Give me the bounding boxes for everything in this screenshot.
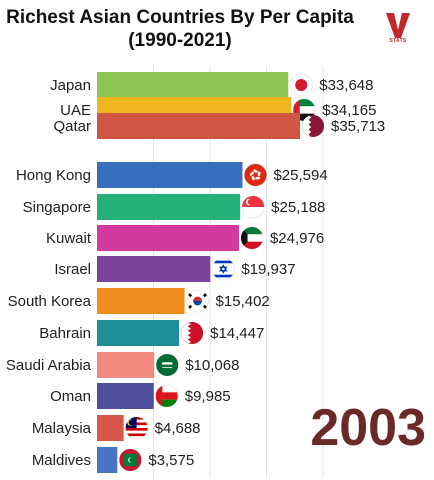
category-label: Israel xyxy=(54,261,91,278)
flag-ring xyxy=(118,448,142,472)
flag-ring xyxy=(186,289,210,313)
category-label: Singapore xyxy=(23,199,91,216)
category-label: UAE xyxy=(60,102,91,119)
value-label: $24,976 xyxy=(270,230,324,247)
bar xyxy=(97,194,241,220)
singapore-flag-icon xyxy=(242,196,265,218)
logo-text: STATS xyxy=(389,38,407,44)
uae-flag-icon xyxy=(293,99,316,121)
flag-ring xyxy=(241,195,265,219)
category-label: Saudi Arabia xyxy=(6,357,92,374)
bar xyxy=(97,288,185,314)
category-label: Bahrain xyxy=(39,325,91,342)
title-line-1: Richest Asian Countries By Per Capita xyxy=(6,7,354,28)
bar xyxy=(97,415,124,441)
bar xyxy=(97,383,154,409)
flag-ring xyxy=(240,226,264,250)
value-label: $35,713 xyxy=(331,118,385,135)
qatar-flag-icon xyxy=(302,115,324,137)
japan-flag-icon xyxy=(290,74,313,96)
saudi-arabia-flag-icon xyxy=(156,354,179,376)
chart-title: Richest Asian Countries By Per Capita (1… xyxy=(0,6,360,52)
flag-ring xyxy=(211,257,235,281)
flag-ring xyxy=(125,416,149,440)
value-label: $33,648 xyxy=(319,77,373,94)
value-label: $19,937 xyxy=(241,261,295,278)
flag-ring xyxy=(289,73,313,97)
flag-ring xyxy=(301,114,325,138)
maldives-flag-icon xyxy=(119,449,142,471)
category-label: Oman xyxy=(50,388,91,405)
value-label: $34,165 xyxy=(322,102,376,119)
bar xyxy=(97,225,239,251)
bar xyxy=(97,256,211,282)
value-label: $25,594 xyxy=(273,167,327,184)
bar xyxy=(97,72,289,98)
category-label: Kuwait xyxy=(46,230,92,247)
flag-ring xyxy=(180,321,204,345)
bahrain-flag-icon xyxy=(181,322,204,344)
category-label: South Korea xyxy=(8,293,92,310)
v-stats-logo xyxy=(386,13,410,38)
category-label: Qatar xyxy=(53,118,91,135)
bar xyxy=(97,352,155,378)
flag-ring xyxy=(155,353,179,377)
value-label: $3,575 xyxy=(148,452,194,469)
oman-flag-icon xyxy=(155,385,178,407)
category-label: Japan xyxy=(50,77,91,94)
value-label: $25,188 xyxy=(271,199,325,216)
value-label: $15,402 xyxy=(216,293,270,310)
category-label: Maldives xyxy=(32,452,91,469)
israel-flag-icon xyxy=(212,258,235,280)
year-label: 2003 xyxy=(310,399,426,457)
value-label: $4,688 xyxy=(155,420,201,437)
value-label: $14,447 xyxy=(210,325,264,342)
malaysia-flag-icon xyxy=(125,417,148,439)
kuwait-flag-icon xyxy=(240,227,263,249)
bar xyxy=(97,320,180,346)
value-label: $9,985 xyxy=(185,388,231,405)
bar xyxy=(97,447,118,473)
category-label: Malaysia xyxy=(32,420,92,437)
bar xyxy=(97,113,300,139)
flag-ring xyxy=(155,384,179,408)
value-label: $10,068 xyxy=(185,357,239,374)
category-label: Hong Kong xyxy=(16,167,91,184)
flag-ring xyxy=(243,163,267,187)
bar xyxy=(97,162,243,188)
title-line-2: (1990-2021) xyxy=(128,30,232,51)
hong-kong-flag-icon xyxy=(244,164,267,186)
